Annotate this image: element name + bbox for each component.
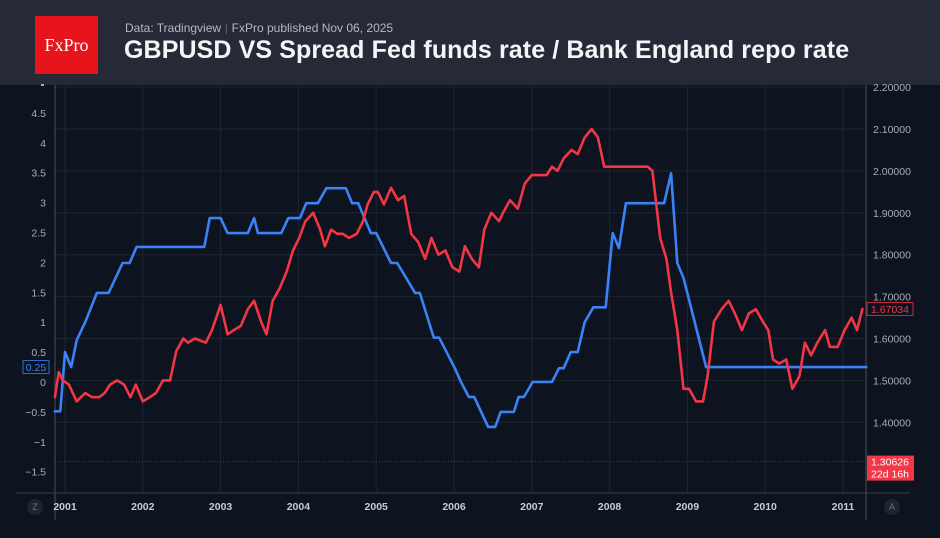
x-tick-label: 2007 [520, 501, 544, 513]
separator: | [225, 24, 228, 35]
current-price-value: 1.30626 [871, 457, 909, 469]
x-tick-label: 2002 [131, 501, 155, 513]
gbpusd-last-value: 1.67034 [871, 304, 909, 316]
left-tick-label: 2 [40, 257, 46, 269]
x-tick-label: 2008 [598, 501, 622, 513]
gbpusd-line [53, 127, 864, 403]
data-source: Data: Tradingview [125, 21, 222, 35]
x-tick-label: 2011 [832, 501, 855, 513]
right-tick-label: 1.80000 [873, 250, 911, 262]
x-tick-label: 2009 [676, 501, 700, 513]
x-tick-label: 2010 [754, 501, 778, 513]
published-date: FxPro published Nov 06, 2025 [231, 21, 394, 35]
right-tick-label: 1.60000 [873, 334, 911, 346]
left-tick-clipped [41, 84, 44, 86]
left-tick-label: 4.5 [31, 108, 46, 120]
right-tick-label: 2.00000 [873, 166, 911, 178]
auto-scale-button[interactable]: A [884, 499, 900, 515]
left-tick-label: 0 [40, 377, 46, 389]
left-axis: 4.5 4 3.5 3 2.5 2 1.5 1 0.5 0 −0.5 −1 −1.5 [25, 84, 46, 479]
left-tick-label: −1.5 [25, 467, 46, 479]
left-tick-label: 1 [40, 317, 46, 329]
x-axis: 2001 2002 2003 2004 2005 2006 2007 2008 2009 2010… [53, 501, 854, 513]
right-tick-label: 2.20000 [873, 82, 911, 94]
right-axis: 2.20000 2.10000 2.00000 1.90000 1.80000 1.700… [873, 82, 911, 429]
gbpusd-last-value-box [866, 302, 914, 317]
header: FxPro Data: Tradingview | FxPro published … [0, 0, 940, 85]
left-tick-label: −0.5 [25, 407, 46, 419]
right-tick-label: 2.10000 [873, 124, 911, 136]
chart-title: GBPUSD VS Spread Fed funds rate / Bank E… [124, 36, 850, 64]
grid [16, 85, 910, 520]
right-tick-label: 1.90000 [873, 208, 911, 220]
x-tick-label: 2006 [442, 501, 466, 513]
spread-last-value-box [22, 360, 50, 375]
left-tick-label: −1 [34, 437, 46, 449]
current-price-badge [867, 455, 914, 481]
fxpro-logo: FxPro [35, 16, 98, 74]
subtitle: Data: Tradingview | FxPro published Nov 06… [125, 21, 393, 35]
series [53, 127, 868, 463]
x-tick-label: 2003 [209, 501, 233, 513]
x-tick-label: 2005 [365, 501, 389, 513]
left-tick-label: 3 [40, 198, 46, 210]
x-tick-label: 2001 [53, 501, 77, 513]
left-tick-label: 1.5 [31, 287, 46, 299]
scale-zoom-button[interactable]: Z [27, 499, 43, 515]
right-tick-label: 1.50000 [873, 375, 911, 387]
spread-line [53, 172, 868, 429]
left-tick-label: 3.5 [31, 168, 46, 180]
left-tick-label: 4 [40, 138, 46, 150]
left-tick-label: 2.5 [31, 228, 46, 240]
spread-last-value: 0.25 [26, 362, 47, 374]
right-tick-label: 1.40000 [873, 417, 911, 429]
countdown-value: 22d 16h [871, 469, 909, 481]
right-tick-label: 1.70000 [873, 292, 911, 304]
left-tick-label: 0.5 [31, 347, 46, 359]
x-tick-label: 2004 [287, 501, 311, 513]
